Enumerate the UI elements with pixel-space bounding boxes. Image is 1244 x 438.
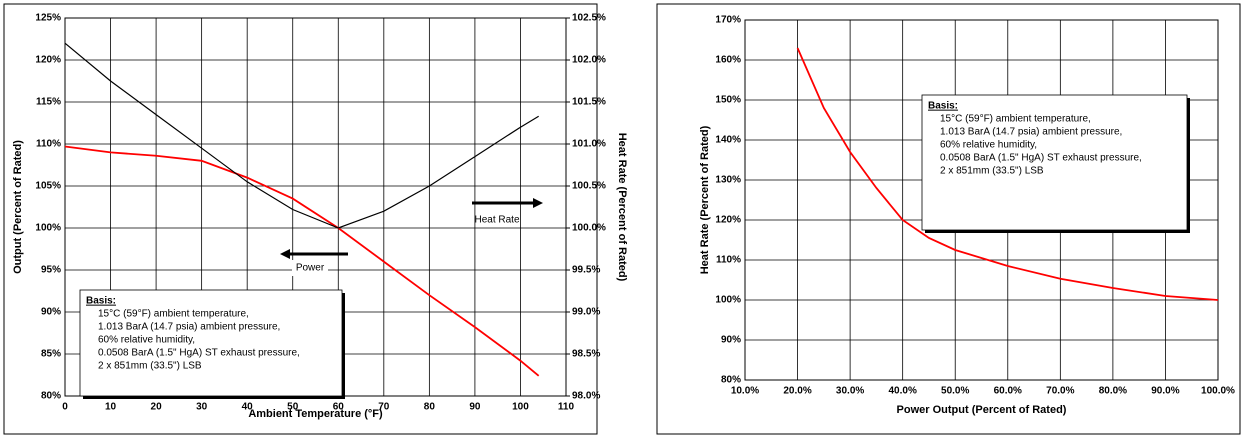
- x-tick-label: 10: [105, 402, 117, 413]
- x-tick-label: 70.0%: [1046, 386, 1074, 397]
- chart-frame: [656, 3, 1241, 435]
- label-box: [292, 260, 328, 276]
- basis-line: 1.013 BarA (14.7 psia) ambient pressure,: [98, 322, 280, 333]
- y-tick-label: 80%: [721, 375, 741, 386]
- basis-box: [79, 289, 343, 397]
- basis-line: 1.013 BarA (14.7 psia) ambient pressure,: [940, 127, 1122, 138]
- basis-line: 0.0508 BarA (1.5" HgA) ST exhaust pressu…: [98, 348, 300, 359]
- x-tick-label: 90: [469, 402, 481, 413]
- x-tick-label: 30: [196, 402, 208, 413]
- y2-axis-label: Heat Rate (Percent of Rated): [616, 133, 628, 282]
- y-tick-label: 90%: [41, 307, 61, 318]
- y2-tick-label: 98.0%: [572, 391, 600, 402]
- basis-title: Basis:: [86, 296, 116, 307]
- x-tick-label: 70: [378, 402, 390, 413]
- series-line: [64, 145, 540, 377]
- x-tick-label: 110: [558, 402, 575, 413]
- y-tick-label: 115%: [36, 97, 61, 108]
- x-tick-label: 50.0%: [941, 386, 969, 397]
- y2-tick-label: 98.5%: [572, 349, 600, 360]
- basis-line: 15°C (59°F) ambient temperature,: [940, 114, 1091, 125]
- x-tick-label: 20.0%: [783, 386, 811, 397]
- x-tick-label: 30.0%: [836, 386, 864, 397]
- x-tick-label: 20: [151, 402, 163, 413]
- y2-tick-label: 101.0%: [572, 139, 606, 150]
- basis-line: 60% relative humidity,: [98, 335, 195, 346]
- y-tick-label: 125%: [35, 13, 61, 24]
- y2-tick-label: 101.5%: [572, 97, 606, 108]
- basis-line: 0.0508 BarA (1.5" HgA) ST exhaust pressu…: [940, 153, 1142, 164]
- y-tick-label: 95%: [41, 265, 61, 276]
- y2-tick-label: 99.5%: [572, 265, 600, 276]
- arrow-head: [533, 198, 543, 208]
- arrow-head: [280, 249, 290, 259]
- y-tick-label: 170%: [715, 15, 741, 26]
- y2-tick-label: 102.0%: [572, 55, 606, 66]
- basis-line: 2 x 851mm (33.5") LSB: [940, 166, 1044, 177]
- basis-line: 2 x 851mm (33.5") LSB: [98, 361, 202, 372]
- series-line: [64, 42, 539, 229]
- y2-tick-label: 102.5%: [572, 13, 606, 24]
- y-tick-label: 100%: [35, 223, 61, 234]
- series-label: Heat Rate: [474, 215, 519, 226]
- y-tick-label: 120%: [35, 55, 61, 66]
- y-tick-label: 80%: [41, 391, 61, 402]
- basis-title: Basis:: [928, 101, 958, 112]
- x-tick-label: 80: [424, 402, 436, 413]
- y2-tick-label: 100.0%: [572, 223, 606, 234]
- y-tick-label: 140%: [715, 135, 741, 146]
- x-tick-label: 10.0%: [731, 386, 759, 397]
- x-tick-label: 90.0%: [1151, 386, 1179, 397]
- y-tick-label: 150%: [715, 95, 741, 106]
- x-tick-label: 40.0%: [888, 386, 916, 397]
- chart-frame: [3, 3, 598, 435]
- x-tick-label: 50: [287, 402, 299, 413]
- x-tick-label: 100: [512, 402, 529, 413]
- y-tick-label: 90%: [721, 335, 741, 346]
- y2-tick-label: 99.0%: [572, 307, 600, 318]
- series-label: Power: [296, 263, 325, 274]
- y-tick-label: 130%: [715, 175, 741, 186]
- x-axis-label: Power Output (Percent of Rated): [897, 404, 1067, 416]
- y-tick-label: 105%: [35, 181, 61, 192]
- basis-line: 15°C (59°F) ambient temperature,: [98, 309, 249, 320]
- basis-box: [921, 94, 1188, 231]
- y2-tick-label: 100.5%: [572, 181, 606, 192]
- y-tick-label: 160%: [715, 55, 741, 66]
- y-tick-label: 100%: [715, 295, 741, 306]
- x-axis-label: Ambient Temperature (°F): [248, 408, 383, 420]
- y-tick-label: 110%: [36, 139, 61, 150]
- y-axis-label: Output (Percent of Rated): [12, 140, 24, 274]
- x-tick-label: 60: [333, 402, 345, 413]
- x-tick-label: 60.0%: [994, 386, 1022, 397]
- series-line: [796, 47, 1219, 301]
- y-tick-label: 120%: [715, 215, 741, 226]
- x-tick-label: 80.0%: [1099, 386, 1127, 397]
- x-tick-label: 0: [62, 402, 68, 413]
- basis-line: 60% relative humidity,: [940, 140, 1037, 151]
- y-tick-label: 85%: [41, 349, 61, 360]
- y-axis-label: Heat Rate (Percent of Rated): [699, 125, 711, 274]
- x-tick-label: 100.0%: [1201, 386, 1235, 397]
- x-tick-label: 40: [242, 402, 254, 413]
- plot-border: [744, 19, 1219, 381]
- y-tick-label: 110%: [716, 255, 741, 266]
